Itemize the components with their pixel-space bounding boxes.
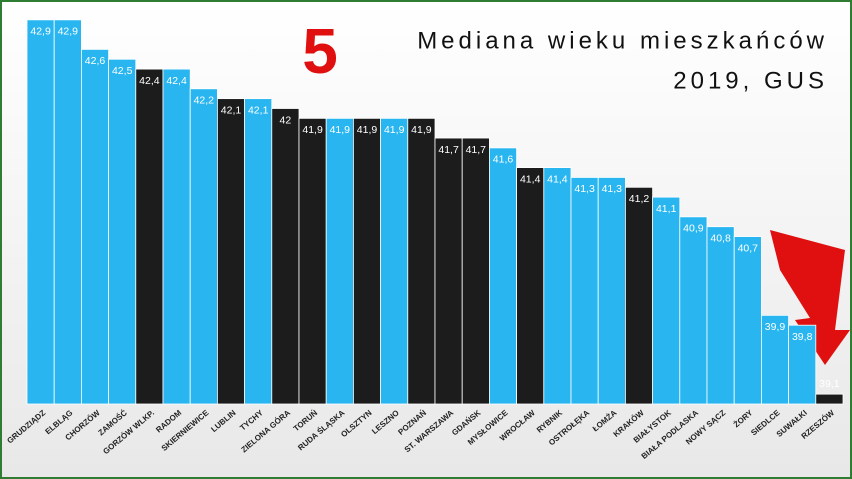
bar [135,68,164,405]
bar [244,98,273,405]
bar [434,137,463,405]
chart-title: Mediana wieku mieszkańców [417,27,828,54]
bar [679,216,708,405]
bar [516,167,545,405]
bar [81,49,110,405]
bar [570,177,599,405]
value-label: 42,4 [139,75,160,87]
value-label: 41,9 [330,124,351,136]
bar [597,177,626,405]
value-label: 41,4 [520,173,541,185]
value-label: 41,9 [411,124,432,136]
bar [325,117,354,405]
arrow-decoration [770,230,850,365]
value-label: 41,4 [547,173,568,185]
value-label: 42,1 [248,104,269,116]
value-label: 41,1 [656,203,677,215]
bar [162,68,191,405]
value-label: 41,3 [602,183,623,195]
bar [488,147,517,405]
bar [625,186,654,405]
value-label: 41,9 [357,124,378,136]
bar [271,108,300,405]
value-label: 40,7 [738,242,759,254]
value-label: 42,9 [30,26,51,38]
value-label: 42,6 [85,55,106,67]
value-label: 41,2 [629,193,650,205]
bar [380,117,409,405]
bar [108,58,137,405]
value-label: 42,9 [58,26,79,38]
value-label: 42,2 [194,95,215,107]
bar [788,324,817,405]
bar [652,196,681,405]
value-label: 39,9 [765,321,786,333]
value-label: 39,1 [819,378,840,390]
plot: 42,9GRUDZIĄDZ42,9ELBLĄG42,6CHORZÓW42,5ZA… [5,19,844,461]
value-label: 42,1 [221,104,242,116]
value-label: 39,8 [792,331,813,343]
bar [461,137,490,405]
bar [706,226,735,405]
bar [407,117,436,405]
bar [733,236,762,405]
value-label: 42,4 [166,75,187,87]
value-label: 41,6 [493,154,514,166]
value-label: 41,9 [384,124,405,136]
bar [53,19,82,405]
badge: 5 [302,15,338,87]
bar [216,98,245,405]
bar [815,393,844,405]
value-label: 41,3 [574,183,595,195]
bar [26,19,55,405]
bar [543,167,572,405]
bar [298,117,327,405]
value-label: 42,5 [112,65,133,77]
value-label: 41,7 [466,144,487,156]
chart-subtitle: 2019, GUS [673,67,828,94]
bar [352,117,381,405]
value-label: 42 [280,114,292,126]
bar [189,88,218,405]
value-label: 41,9 [302,124,323,136]
value-label: 41,7 [438,144,459,156]
value-label: 40,8 [710,232,731,244]
value-label: 40,9 [683,223,704,235]
